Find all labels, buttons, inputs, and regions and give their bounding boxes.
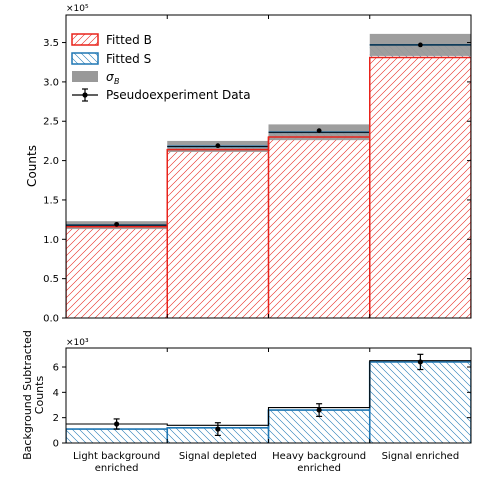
top-y-tick-label: 1.5	[43, 195, 59, 206]
legend-label-data: Pseudoexperiment Data	[106, 88, 251, 102]
fitted-b-bar	[268, 136, 370, 318]
data-point	[215, 426, 221, 432]
top-axes: 0.0 0.5 1.0 1.5 2.0 2.5 3.0 3.5	[43, 14, 472, 325]
top-y-axis-label: Counts	[25, 145, 39, 187]
sigma-b-step	[66, 360, 471, 426]
data-point	[114, 221, 120, 227]
top-y-multiplier: ×10⁵	[66, 4, 89, 14]
data-point	[114, 421, 120, 427]
legend-swatch-data	[72, 88, 98, 102]
legend: Fitted B Fitted S σ B Pseudoexperiment D…	[71, 33, 251, 102]
x-tick-label: Heavy background	[272, 451, 366, 462]
top-y-tick-label: 2.5	[43, 117, 59, 128]
bottom-y-axis-label-line2: Counts	[33, 376, 46, 415]
fitted-b-bar	[167, 149, 269, 318]
fitted-b-bar	[66, 226, 168, 318]
legend-swatch-sigma-b	[72, 71, 98, 82]
fitted-s-bar	[66, 429, 168, 443]
x-tick-label: Signal enriched	[382, 451, 460, 462]
top-y-tick-label: 3.0	[43, 77, 59, 88]
data-point	[417, 359, 423, 365]
top-y-tick-label: 0.0	[43, 314, 59, 325]
legend-label-fitted-b: Fitted B	[106, 33, 152, 47]
x-tick-label: Light background	[73, 451, 160, 462]
legend-swatch-fitted-s	[71, 52, 99, 65]
data-point	[316, 407, 322, 413]
fitted-s-bar	[369, 361, 471, 443]
top-y-tick-label: 0.5	[43, 274, 59, 285]
x-tick-label: Signal depleted	[179, 451, 257, 462]
bottom-y-tick-label: 2	[53, 413, 59, 424]
bottom-y-multiplier: ×10³	[66, 338, 89, 348]
bottom-axes: 0 2 4 6	[53, 347, 472, 450]
bottom-y-tick-label: 6	[53, 363, 59, 374]
top-y-tick-label: 3.5	[43, 38, 59, 49]
data-point	[417, 42, 423, 48]
bottom-y-axis-label-line1: Background Subtracted	[21, 330, 34, 460]
x-tick-label: enriched	[95, 463, 139, 474]
legend-label-sigma-subscript: B	[114, 77, 120, 86]
legend-swatch-fitted-b	[71, 33, 99, 46]
top-y-tick-label: 2.0	[43, 156, 59, 167]
x-tick-label: enriched	[297, 463, 341, 474]
bottom-y-tick-label: 0	[53, 439, 59, 450]
legend-label-sigma: σ	[106, 70, 114, 84]
data-point	[215, 143, 221, 149]
fitted-b-bar	[369, 57, 471, 318]
bottom-bars	[66, 353, 471, 443]
top-y-tick-label: 1.0	[43, 235, 59, 246]
bottom-y-tick-label: 4	[53, 388, 59, 399]
data-point	[316, 128, 322, 134]
top-bars	[66, 33, 471, 318]
legend-label-fitted-s: Fitted S	[106, 52, 151, 66]
